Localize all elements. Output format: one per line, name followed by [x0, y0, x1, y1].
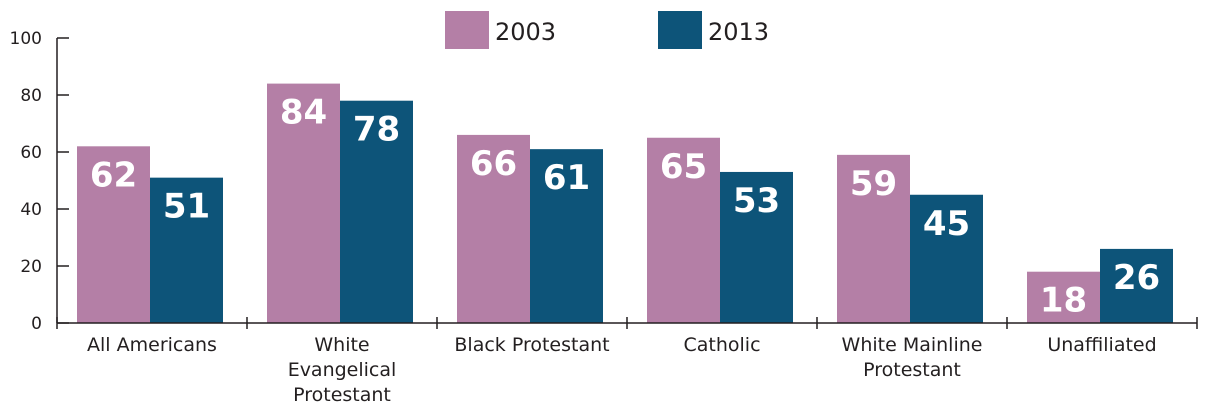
- data-label-2013: 45: [923, 204, 970, 244]
- bar-2013: [910, 194, 983, 323]
- x-axis: All Americans White Evangelical Protestant B…: [56, 317, 1198, 406]
- y-tick-label: 100: [10, 29, 42, 49]
- category-label: White Mainline: [842, 334, 983, 356]
- y-tick-label: 60: [20, 143, 42, 163]
- bars: [77, 83, 1173, 323]
- category-label: Protestant: [863, 359, 961, 381]
- bar-2003: [77, 146, 150, 323]
- data-label-2013: 78: [353, 110, 400, 150]
- legend-swatch-2003: [445, 11, 489, 49]
- category-label: Evangelical: [288, 359, 397, 381]
- bar-2013: [340, 100, 413, 323]
- data-label-2013: 26: [1113, 258, 1160, 298]
- bar-2013: [720, 171, 793, 323]
- category-label: Unaffiliated: [1047, 334, 1156, 356]
- data-label-2003: 84: [280, 93, 327, 133]
- data-labels: 62 51 84 78 66 61 65 53 59 45 18 26: [90, 93, 1160, 321]
- bar-2003: [267, 83, 340, 323]
- data-label-2003: 62: [90, 155, 137, 195]
- data-label-2013: 51: [163, 187, 210, 227]
- data-label-2003: 65: [660, 147, 707, 187]
- bar-2013: [150, 177, 223, 323]
- bar-2003: [647, 137, 720, 323]
- legend-label-2013: 2013: [708, 18, 769, 46]
- bar-2013: [530, 149, 603, 323]
- bar-2003: [457, 134, 530, 323]
- bar-2003: [1027, 271, 1100, 323]
- category-label: Protestant: [293, 384, 391, 406]
- category-label: White: [314, 334, 369, 356]
- data-label-2013: 53: [733, 181, 780, 221]
- data-label-2003: 59: [850, 164, 897, 204]
- legend: 2003 2013: [445, 11, 769, 49]
- bar-2013: [1100, 248, 1173, 323]
- bar-2003: [837, 154, 910, 323]
- legend-label-2003: 2003: [495, 18, 556, 46]
- category-label: Catholic: [683, 334, 760, 356]
- legend-swatch-2013: [658, 11, 702, 49]
- category-label: Black Protestant: [454, 334, 609, 356]
- y-tick-label: 20: [20, 257, 42, 277]
- y-tick-label: 80: [20, 86, 42, 106]
- data-label-2003: 18: [1040, 281, 1087, 321]
- y-axis: 0 20 40 60 80 100: [10, 29, 69, 334]
- data-label-2013: 61: [543, 158, 590, 198]
- data-label-2003: 66: [470, 144, 517, 184]
- y-tick-label: 40: [20, 200, 42, 220]
- y-tick-label: 0: [31, 314, 42, 334]
- category-label: All Americans: [87, 334, 217, 356]
